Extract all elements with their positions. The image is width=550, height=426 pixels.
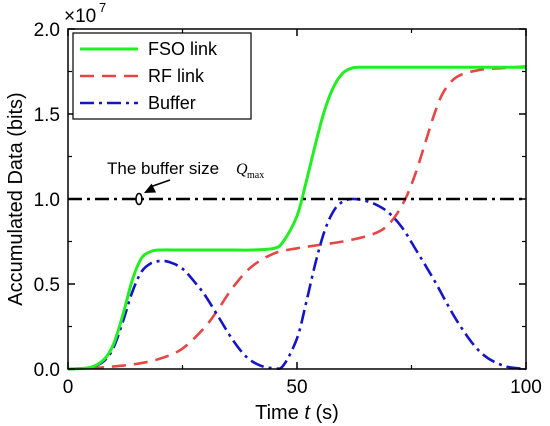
legend: FSO link RF link Buffer (72, 32, 252, 120)
buffer-size-annotation: The buffer size Q max (107, 159, 264, 206)
y-axis-title: Accumulated Data (bits) (5, 92, 27, 305)
series-line-fso-link (67, 65, 526, 371)
y-tick-label: 0.0 (34, 360, 60, 381)
x-axis-title: Time t (s) (255, 402, 339, 424)
x-axis-title-suffix: (s) (310, 402, 339, 424)
x-axis-title-variable: t (304, 402, 311, 424)
series-line-buffer (67, 197, 527, 371)
legend-label-rf-link: RF link (148, 66, 205, 86)
y-axis-exponent: 7 (99, 0, 106, 15)
legend-label-buffer: Buffer (148, 93, 196, 113)
annotation-arrow (149, 179, 171, 188)
y-tick-label: 1.0 (34, 190, 60, 211)
x-tick-label: 50 (286, 377, 307, 398)
x-axis-title-prefix: Time (255, 402, 304, 424)
x-tick-label: 100 (510, 377, 542, 398)
y-axis-multiplier: ×10 (64, 6, 96, 27)
axis-tick-labels: 0 50 100 0.0 0.5 1.0 1.5 2.0 (34, 20, 542, 398)
annotation-q-subscript: max (247, 170, 264, 181)
y-tick-label: 0.5 (34, 275, 60, 296)
legend-label-fso-link: FSO link (148, 39, 218, 59)
y-tick-label: 1.5 (34, 105, 60, 126)
annotation-arrowhead (143, 183, 157, 193)
annotation-text: The buffer size (107, 159, 219, 178)
axis-ticks (67, 28, 527, 370)
series-line-rf-link (67, 65, 527, 371)
y-tick-label: 2.0 (34, 20, 60, 41)
x-tick-label: 0 (63, 377, 74, 398)
annotation-q-symbol: Q (236, 161, 248, 178)
annotation-ellipse (135, 192, 143, 206)
